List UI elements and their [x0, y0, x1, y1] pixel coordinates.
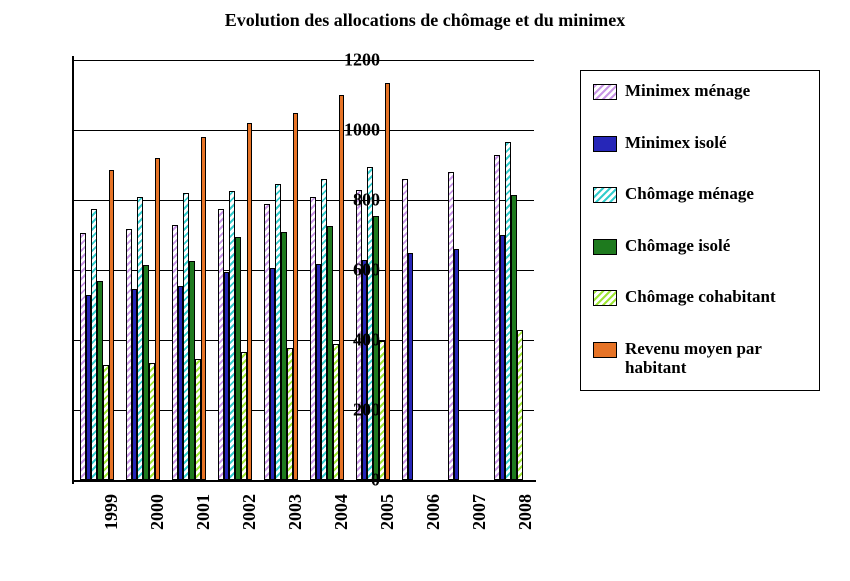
x-tick	[298, 480, 306, 482]
legend-label: Chômage isolé	[625, 236, 730, 256]
x-tick-label: 2008	[515, 494, 536, 530]
y-tick-label: 1200	[344, 50, 380, 71]
legend-item-minimex_menage: Minimex ménage	[593, 81, 807, 101]
x-tick-label: 2002	[239, 494, 260, 530]
bar-revenu_moyen	[247, 123, 253, 480]
legend-item-revenu_moyen: Revenu moyen par habitant	[593, 339, 807, 378]
legend-item-chomage_isole: Chômage isolé	[593, 236, 807, 256]
legend-label: Minimex ménage	[625, 81, 750, 101]
gridline	[74, 200, 534, 201]
x-tick-label: 2004	[331, 494, 352, 530]
chart-frame: Evolution des allocations de chômage et …	[0, 0, 850, 581]
gridline	[74, 130, 534, 131]
x-tick-label: 2007	[469, 494, 490, 530]
x-tick-label: 2001	[193, 494, 214, 530]
legend-swatch	[593, 239, 617, 255]
y-tick-label: 600	[353, 260, 380, 281]
legend-item-minimex_isole: Minimex isolé	[593, 133, 807, 153]
x-tick	[206, 480, 214, 482]
x-tick	[482, 480, 490, 482]
bar-minimex_isole	[454, 249, 460, 480]
chart-title: Evolution des allocations de chômage et …	[0, 10, 850, 31]
y-tick	[72, 126, 74, 134]
y-tick-label: 200	[353, 400, 380, 421]
bar-revenu_moyen	[385, 83, 391, 480]
x-tick	[436, 480, 444, 482]
y-tick	[72, 476, 74, 484]
x-tick	[160, 480, 168, 482]
bar-revenu_moyen	[201, 137, 207, 480]
legend-swatch	[593, 187, 617, 203]
legend-label: Revenu moyen par habitant	[625, 339, 807, 378]
x-tick	[528, 480, 536, 482]
legend: Minimex ménage Minimex isolé Chômage ménag…	[580, 70, 820, 391]
bar-minimex_isole	[408, 253, 414, 481]
x-tick	[114, 480, 122, 482]
gridline	[74, 60, 534, 61]
legend-swatch	[593, 342, 617, 358]
y-tick	[72, 406, 74, 414]
bar-revenu_moyen	[339, 95, 345, 480]
plot-area	[72, 60, 534, 482]
legend-label: Chômage cohabitant	[625, 287, 776, 307]
y-tick-label: 400	[353, 330, 380, 351]
y-tick	[72, 56, 74, 64]
x-tick	[344, 480, 352, 482]
x-tick-label: 1999	[101, 494, 122, 530]
x-tick	[390, 480, 398, 482]
x-tick-label: 2006	[423, 494, 444, 530]
legend-item-chomage_cohabitant: Chômage cohabitant	[593, 287, 807, 307]
x-tick	[252, 480, 260, 482]
x-tick-label: 2003	[285, 494, 306, 530]
legend-swatch	[593, 84, 617, 100]
y-tick-label: 800	[353, 190, 380, 211]
y-tick-label: 1000	[344, 120, 380, 141]
y-tick	[72, 266, 74, 274]
legend-swatch	[593, 136, 617, 152]
bar-revenu_moyen	[155, 158, 161, 480]
legend-label: Minimex isolé	[625, 133, 727, 153]
y-tick-label: 0	[371, 470, 380, 491]
y-tick	[72, 196, 74, 204]
bar-chomage_cohabitant	[517, 330, 523, 481]
y-tick	[72, 336, 74, 344]
bar-revenu_moyen	[109, 170, 115, 480]
legend-item-chomage_menage: Chômage ménage	[593, 184, 807, 204]
x-tick-label: 2000	[147, 494, 168, 530]
x-tick-label: 2005	[377, 494, 398, 530]
legend-label: Chômage ménage	[625, 184, 754, 204]
bar-revenu_moyen	[293, 113, 299, 481]
legend-swatch	[593, 290, 617, 306]
